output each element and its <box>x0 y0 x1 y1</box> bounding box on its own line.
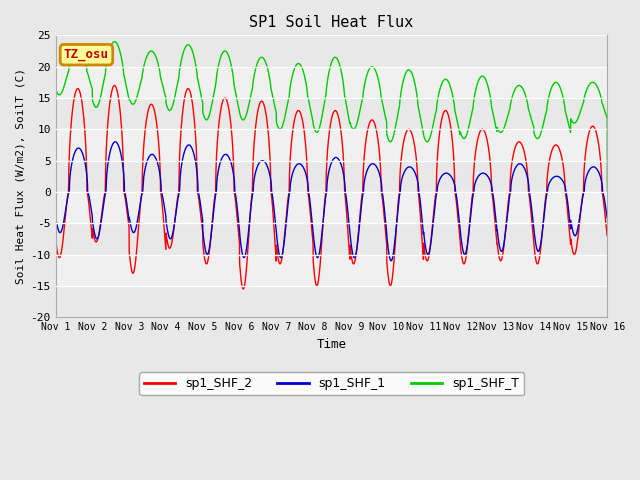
sp1_SHF_T <box>148 48 156 54</box>
sp1_SHF_2 <box>287 139 295 144</box>
sp1_SHF_2 <box>264 123 271 129</box>
sp1_SHF_2 <box>148 101 156 107</box>
Title: SP1 Soil Heat Flux: SP1 Soil Heat Flux <box>250 15 413 30</box>
sp1_SHF_T <box>111 39 118 45</box>
sp1_SHF_2 <box>534 261 541 267</box>
sp1_SHF_T <box>287 78 295 84</box>
Bar <box>56 286 607 317</box>
Line: sp1_SHF_T: sp1_SHF_T <box>56 42 607 192</box>
Bar <box>56 36 607 67</box>
sp1_SHF_2 <box>239 286 247 292</box>
sp1_SHF_T <box>534 136 541 142</box>
Bar <box>56 98 607 129</box>
sp1_SHF_T <box>115 45 123 50</box>
sp1_SHF_T <box>604 189 611 195</box>
sp1_SHF_2 <box>593 132 601 138</box>
sp1_SHF_2 <box>115 97 123 103</box>
sp1_SHF_1 <box>387 258 395 264</box>
sp1_SHF_1 <box>534 248 541 253</box>
Line: sp1_SHF_1: sp1_SHF_1 <box>56 142 607 261</box>
sp1_SHF_1 <box>115 144 123 149</box>
Bar <box>56 223 607 254</box>
Bar <box>56 161 607 192</box>
sp1_SHF_T <box>593 83 600 89</box>
sp1_SHF_1 <box>111 139 119 144</box>
sp1_SHF_T <box>52 87 60 93</box>
Text: TZ_osu: TZ_osu <box>64 48 109 61</box>
sp1_SHF_2 <box>111 83 118 88</box>
sp1_SHF_1 <box>287 176 295 181</box>
sp1_SHF_1 <box>593 166 601 172</box>
sp1_SHF_1 <box>148 152 156 157</box>
X-axis label: Time: Time <box>317 337 346 350</box>
sp1_SHF_2 <box>604 233 611 239</box>
Line: sp1_SHF_2: sp1_SHF_2 <box>56 85 607 289</box>
sp1_SHF_2 <box>52 237 60 243</box>
sp1_SHF_1 <box>52 215 60 220</box>
sp1_SHF_1 <box>604 215 611 221</box>
sp1_SHF_1 <box>264 164 271 169</box>
sp1_SHF_T <box>264 65 271 71</box>
Y-axis label: Soil Heat Flux (W/m2), SoilT (C): Soil Heat Flux (W/m2), SoilT (C) <box>15 68 25 284</box>
Legend: sp1_SHF_2, sp1_SHF_1, sp1_SHF_T: sp1_SHF_2, sp1_SHF_1, sp1_SHF_T <box>139 372 524 396</box>
